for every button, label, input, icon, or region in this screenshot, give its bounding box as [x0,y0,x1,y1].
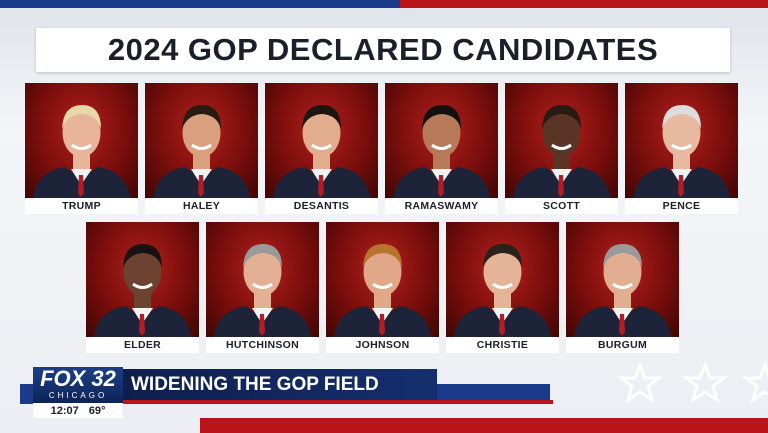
candidate-card: PENCE [625,83,738,214]
portrait [273,105,370,198]
portrait [454,244,551,337]
candidate-photo [265,83,378,198]
top-stripe-red [400,0,768,8]
candidate-name: CHRISTIE [446,337,559,353]
candidate-photo [385,83,498,198]
candidate-name: JOHNSON [326,337,439,353]
candidate-photo [566,222,679,337]
candidate-name: DESANTIS [265,198,378,214]
bottom-stripe [200,418,768,433]
candidate-name: ELDER [86,337,199,353]
top-stripe-blue [0,0,400,8]
portrait [574,244,671,337]
title: 2024 GOP DECLARED CANDIDATES [107,32,659,67]
portrait [33,105,130,198]
candidate-name: SCOTT [505,198,618,214]
candidate-card: BURGUM [566,222,679,353]
portrait [214,244,311,337]
candidate-name: HALEY [145,198,258,214]
red-accent [123,400,553,404]
portrait [393,105,490,198]
station-city: CHICAGO [48,391,108,400]
candidate-name: HUTCHINSON [206,337,319,353]
portrait [94,244,191,337]
candidate-photo [505,83,618,198]
candidate-name: TRUMP [25,198,138,214]
candidate-photo [25,83,138,198]
stars [616,360,768,404]
candidate-card: HALEY [145,83,258,214]
portrait [633,105,730,198]
station-logo: FOX 32 CHICAGO [33,367,123,403]
time: 12:07 [50,404,79,417]
candidate-card: RAMASWAMY [385,83,498,214]
temperature: 69° [88,404,106,417]
candidate-card: SCOTT [505,83,618,214]
portrait [334,244,431,337]
candidate-card: JOHNSON [326,222,439,353]
candidate-photo [206,222,319,337]
logo-text: FOX 32 [40,366,116,391]
candidate-card: ELDER [86,222,199,353]
candidate-card: DESANTIS [265,83,378,214]
candidate-card: HUTCHINSON [206,222,319,353]
candidate-photo [86,222,199,337]
candidate-name: RAMASWAMY [385,198,498,214]
portrait [153,105,250,198]
candidate-card: CHRISTIE [446,222,559,353]
candidate-photo [326,222,439,337]
candidate-card: TRUMP [25,83,138,214]
portrait [513,105,610,198]
title-bar: 2024 GOP DECLARED CANDIDATES [36,28,730,72]
headline-bar: WIDENING THE GOP FIELD [123,369,437,400]
candidate-name: BURGUM [566,337,679,353]
candidate-photo [446,222,559,337]
candidate-photo [145,83,258,198]
candidate-name: PENCE [625,198,738,214]
candidate-photo [625,83,738,198]
headline: WIDENING THE GOP FIELD [131,374,379,395]
time-temp-bar: 12:07 69° [33,403,123,418]
